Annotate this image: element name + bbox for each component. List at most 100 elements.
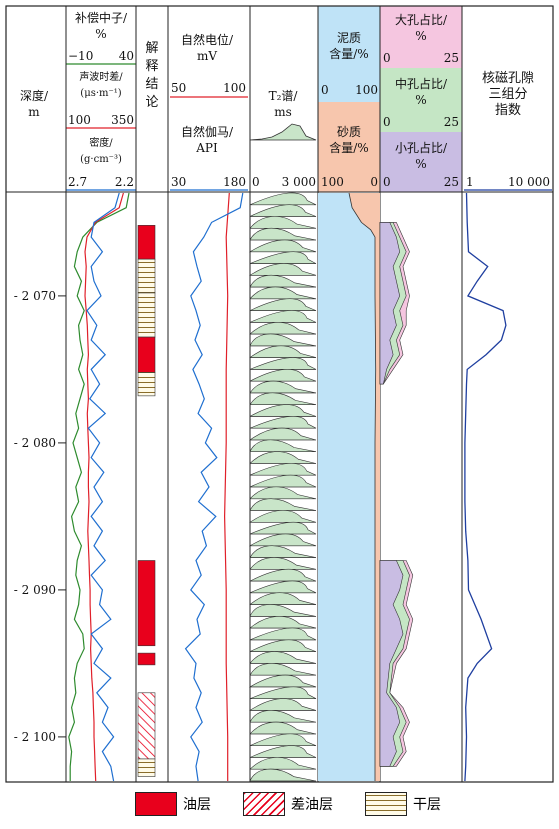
shale-header-bg bbox=[318, 6, 380, 102]
t2-spectrum-bin bbox=[249, 745, 317, 758]
t2-spectrum-bin bbox=[248, 674, 317, 688]
t2-spectrum-bin bbox=[249, 392, 317, 405]
t2-spectrum-bin bbox=[249, 521, 317, 535]
interpretation-zone bbox=[137, 372, 156, 397]
gr-curve bbox=[184, 192, 244, 782]
t2-spectrum-bin bbox=[249, 463, 317, 476]
t2-spectrum-bin bbox=[249, 651, 317, 664]
depth-tick-label: - 2 090 bbox=[14, 583, 56, 597]
t2-header-spectrum bbox=[249, 123, 317, 141]
t2-min: 0 bbox=[252, 175, 260, 189]
t2-spectrum-bin bbox=[249, 663, 317, 676]
poor-oil-swatch bbox=[243, 792, 285, 816]
sand-min: 100 bbox=[321, 175, 344, 189]
nmr-index-header: 核磁孔隙三组分指数 bbox=[482, 71, 534, 118]
log-curves bbox=[68, 192, 507, 782]
t2-spectrum-bin bbox=[249, 404, 317, 417]
depth-tick-label: - 2 080 bbox=[14, 436, 56, 450]
t2-spectrum-bin bbox=[249, 498, 317, 511]
gr-min: 30 bbox=[171, 175, 186, 189]
interpretation-zone bbox=[137, 292, 156, 338]
sand-header-bg bbox=[318, 102, 380, 192]
t2-spectrum-bin bbox=[248, 263, 317, 276]
interpretation-zone bbox=[137, 758, 156, 777]
nmr-min: 1 bbox=[466, 175, 474, 189]
well-log-chart: 深度/m 补偿中子/% −10 40 声波时差/(μs·m⁻¹) 100 350… bbox=[5, 5, 554, 783]
t2-spectrum-track bbox=[248, 192, 317, 782]
neutron-max: 40 bbox=[119, 49, 134, 63]
t2-spectrum-bin bbox=[249, 216, 317, 229]
sp-curve bbox=[223, 192, 230, 781]
mid-max: 25 bbox=[444, 115, 459, 129]
interpretation-zone bbox=[137, 336, 156, 373]
small-max: 25 bbox=[444, 175, 459, 189]
sonic-max: 350 bbox=[111, 113, 134, 127]
t2-spectrum-bin bbox=[249, 333, 317, 347]
t2-spectrum-bin bbox=[249, 380, 317, 394]
legend-dry: 干层 bbox=[365, 792, 441, 816]
sonic-header: 声波时差/(μs·m⁻¹) bbox=[79, 70, 123, 99]
t2-spectrum-bin bbox=[249, 710, 317, 723]
sp-header: 自然电位/mV bbox=[181, 32, 234, 63]
sonic-curve bbox=[84, 192, 124, 782]
large-min: 0 bbox=[383, 51, 391, 65]
t2-spectrum-bin bbox=[249, 757, 317, 770]
density-max: 2.2 bbox=[115, 175, 134, 189]
t2-spectrum-bin bbox=[249, 510, 317, 523]
neutron-curve bbox=[68, 192, 130, 781]
mid-min: 0 bbox=[383, 115, 391, 129]
t2-spectrum-bin bbox=[249, 322, 317, 335]
t2-spectrum-bin bbox=[249, 451, 317, 464]
interpretation-zone bbox=[137, 258, 156, 294]
gr-header: 自然伽马/API bbox=[181, 124, 234, 155]
small-pore-header: 小孔占比/% bbox=[395, 140, 448, 171]
t2-spectrum-bin bbox=[249, 545, 317, 558]
t2-spectrum-bin bbox=[249, 686, 317, 699]
t2-spectrum-bin bbox=[249, 310, 317, 323]
t2-spectrum-bin bbox=[248, 698, 317, 711]
shale-min: 0 bbox=[321, 83, 329, 97]
t2-spectrum-bin bbox=[249, 286, 317, 300]
t2-spectrum-bin bbox=[249, 204, 317, 217]
t2-spectrum-bin bbox=[249, 721, 317, 735]
shale-fill bbox=[318, 193, 376, 781]
oil-swatch bbox=[135, 792, 177, 816]
interpretation-header: 解释结论 bbox=[145, 41, 158, 110]
pore-fraction-track bbox=[379, 222, 414, 767]
t2-spectrum-bin bbox=[249, 568, 317, 582]
depth-tick-label: - 2 100 bbox=[14, 730, 56, 744]
mid-pore-header: 中孔占比/% bbox=[395, 76, 448, 107]
t2-max: 3 000 bbox=[282, 175, 316, 189]
legend: 油层 差油层 干层 bbox=[0, 790, 559, 820]
depth-header: 深度/m bbox=[20, 88, 49, 119]
interpretation-zone bbox=[137, 652, 156, 666]
t2-spectrum-bin bbox=[249, 639, 317, 652]
sand-max: 0 bbox=[370, 175, 378, 189]
legend-poor-oil: 差油层 bbox=[243, 792, 333, 816]
nmr-index-curve bbox=[464, 192, 507, 782]
interpretation-zone bbox=[137, 225, 156, 260]
large-max: 25 bbox=[444, 51, 459, 65]
large-pore-header: 大孔占比/% bbox=[395, 12, 448, 43]
sonic-min: 100 bbox=[68, 113, 91, 127]
sp-min: 50 bbox=[171, 81, 186, 95]
neutron-min: −10 bbox=[68, 49, 93, 63]
t2-spectrum-bin bbox=[249, 474, 317, 488]
small-pore-header-bg bbox=[380, 132, 462, 192]
interpretation-track bbox=[137, 225, 156, 777]
legend-dry-label: 干层 bbox=[413, 797, 441, 813]
density-min: 2.7 bbox=[68, 175, 87, 189]
density-header: 密度/(g·cm⁻³) bbox=[80, 136, 122, 165]
large-pore-header-bg bbox=[380, 6, 462, 68]
interpretation-zone bbox=[137, 692, 156, 760]
shale-max: 100 bbox=[355, 83, 378, 97]
sand-header: 砂质含量/% bbox=[329, 125, 368, 155]
t2-spectrum-bin bbox=[249, 427, 317, 441]
shale-boundary bbox=[348, 192, 377, 781]
t2-spectrum-bin bbox=[248, 533, 317, 547]
interpretation-zone bbox=[137, 560, 156, 647]
legend-oil-label: 油层 bbox=[183, 797, 211, 813]
legend-poor-oil-label: 差油层 bbox=[291, 797, 333, 813]
t2-spectrum-bin bbox=[249, 627, 317, 641]
t2-spectrum-bin bbox=[249, 228, 317, 241]
